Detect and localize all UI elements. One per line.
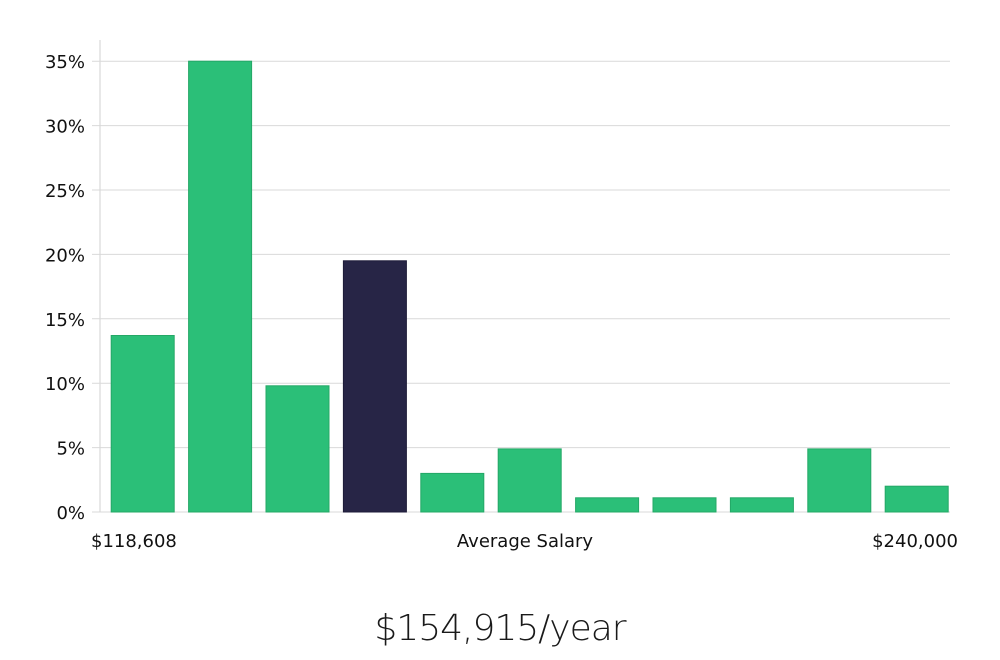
x-max-label: $240,000	[872, 531, 958, 552]
y-tick-label: 30%	[45, 117, 85, 138]
bar	[807, 448, 872, 513]
y-axis-ticks: 0% 5% 10% 15% 20% 25% 30% 35%	[45, 52, 85, 524]
x-axis-title: Average Salary	[457, 531, 594, 552]
bar	[575, 497, 640, 513]
bar	[420, 472, 485, 513]
y-tick-label: 15%	[45, 310, 85, 331]
bar-highlighted	[342, 260, 407, 513]
bar	[497, 448, 562, 513]
bars	[110, 60, 949, 513]
average-salary-value: $154,915/year	[374, 608, 626, 649]
bar	[265, 385, 330, 513]
bar	[110, 335, 175, 513]
y-tick-label: 20%	[45, 245, 85, 266]
y-tick-label: 35%	[45, 52, 85, 73]
y-tick-label: 5%	[56, 439, 85, 460]
x-axis-labels: $118,608 Average Salary $240,000	[91, 531, 958, 552]
bar	[729, 497, 794, 513]
x-min-label: $118,608	[91, 531, 177, 552]
y-tick-label: 0%	[56, 503, 85, 524]
bar	[652, 497, 717, 513]
bar	[884, 485, 949, 513]
y-tick-label: 10%	[45, 374, 85, 395]
bar	[188, 60, 253, 513]
y-tick-label: 25%	[45, 181, 85, 202]
